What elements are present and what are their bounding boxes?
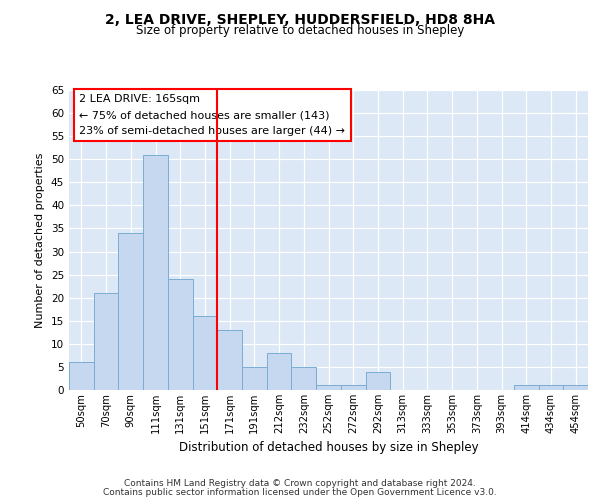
Text: Contains HM Land Registry data © Crown copyright and database right 2024.: Contains HM Land Registry data © Crown c… (124, 478, 476, 488)
Text: 2, LEA DRIVE, SHEPLEY, HUDDERSFIELD, HD8 8HA: 2, LEA DRIVE, SHEPLEY, HUDDERSFIELD, HD8… (105, 12, 495, 26)
Bar (69, 362, 94, 390)
Bar (143, 154, 168, 390)
Bar (316, 386, 341, 390)
Bar (292, 367, 316, 390)
Text: Contains public sector information licensed under the Open Government Licence v3: Contains public sector information licen… (103, 488, 497, 497)
Text: Size of property relative to detached houses in Shepley: Size of property relative to detached ho… (136, 24, 464, 37)
Bar (267, 353, 292, 390)
Y-axis label: Number of detached properties: Number of detached properties (35, 152, 46, 328)
Bar (341, 386, 365, 390)
Bar (539, 386, 563, 390)
Bar (514, 386, 539, 390)
Bar (217, 330, 242, 390)
Text: 2 LEA DRIVE: 165sqm
← 75% of detached houses are smaller (143)
23% of semi-detac: 2 LEA DRIVE: 165sqm ← 75% of detached ho… (79, 94, 346, 136)
Bar (118, 233, 143, 390)
Bar (94, 293, 118, 390)
Bar (168, 279, 193, 390)
Bar (563, 386, 588, 390)
Bar (365, 372, 390, 390)
Bar (242, 367, 267, 390)
X-axis label: Distribution of detached houses by size in Shepley: Distribution of detached houses by size … (179, 442, 478, 454)
Bar (193, 316, 217, 390)
